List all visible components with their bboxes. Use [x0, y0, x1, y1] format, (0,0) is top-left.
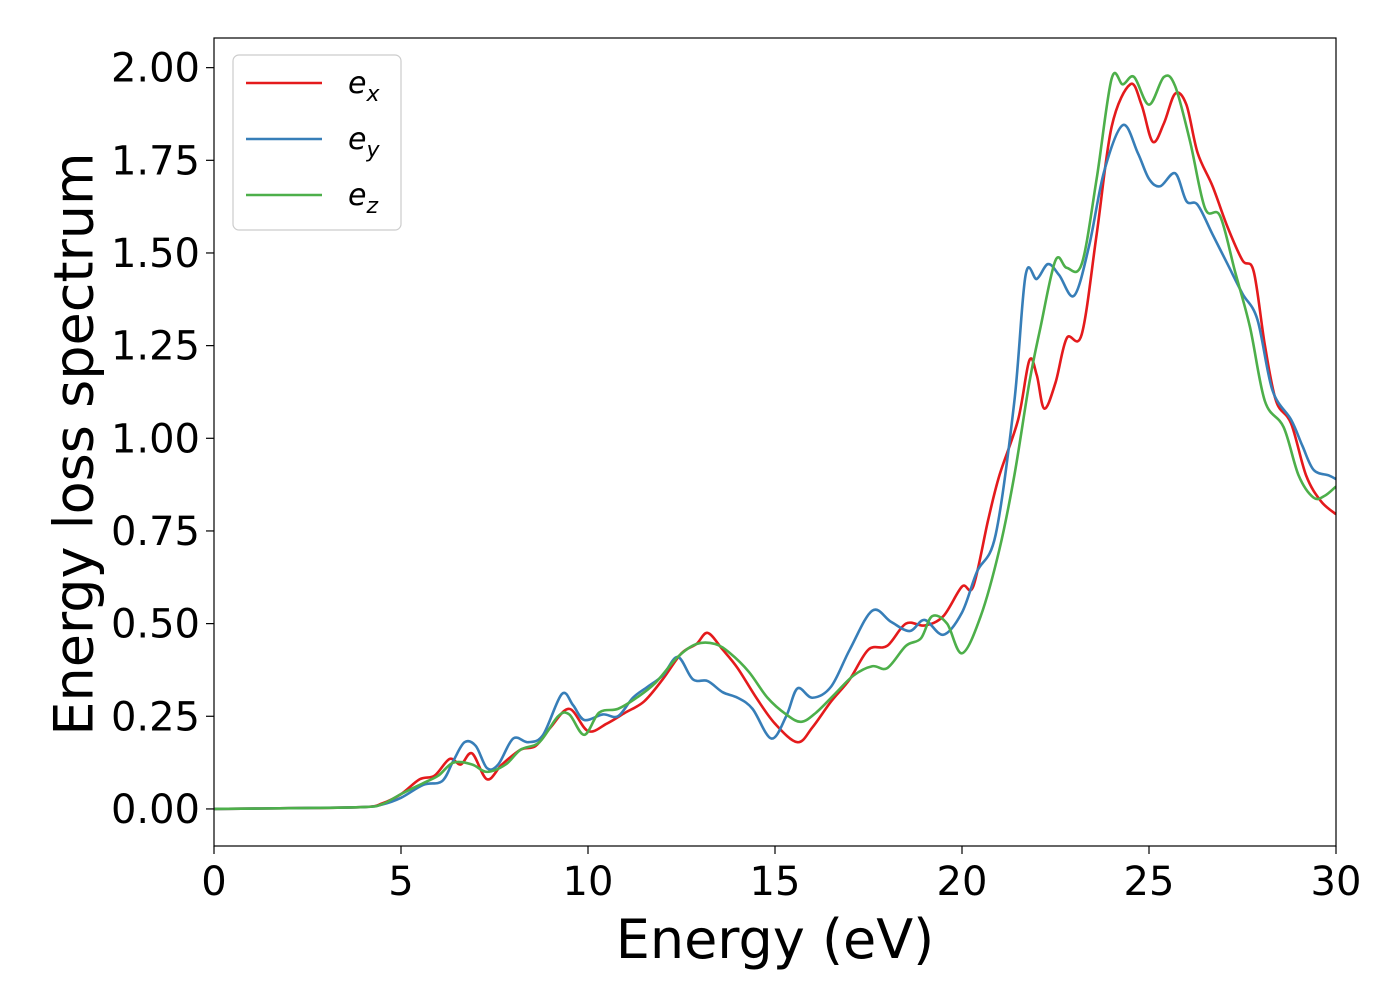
- y-tick-label: 1.00: [111, 416, 200, 462]
- x-tick-label: 20: [937, 859, 988, 905]
- y-tick-label: 0.50: [111, 602, 200, 648]
- x-tick-label: 0: [201, 859, 226, 905]
- y-tick-label: 0.00: [111, 787, 200, 833]
- series-line-ey: [214, 123, 1336, 811]
- x-axis-title: Energy (eV): [616, 908, 935, 971]
- y-tick-label: 0.75: [111, 509, 200, 555]
- y-tick-label: 1.50: [111, 231, 200, 277]
- x-tick-label: 5: [388, 859, 413, 905]
- y-tick-label: 1.75: [111, 138, 200, 184]
- legend-label-ey: ey: [348, 122, 380, 163]
- y-tick-label: 0.25: [111, 694, 200, 740]
- legend-label-ex: ex: [348, 66, 380, 107]
- x-tick-label: 10: [563, 859, 614, 905]
- x-tick-label: 15: [750, 859, 801, 905]
- series-line-ex: [214, 82, 1336, 811]
- series-layer: [214, 71, 1336, 811]
- y-axis-title: Energy loss spectrum: [43, 152, 106, 735]
- legend-label-ez: ez: [348, 178, 378, 219]
- y-tick-label: 1.25: [111, 324, 200, 370]
- legend: ex ey ez: [232, 54, 402, 231]
- x-tick-label: 25: [1124, 859, 1175, 905]
- ticks-layer: 0 5 10 15 20 25 30 0.00 0.25 0.50 0.75 1.00 1.25 1.50…: [111, 46, 1362, 905]
- series-line-ez: [214, 71, 1336, 811]
- x-tick-label: 30: [1311, 859, 1362, 905]
- y-tick-label: 2.00: [111, 46, 200, 92]
- legend-box: [232, 54, 402, 231]
